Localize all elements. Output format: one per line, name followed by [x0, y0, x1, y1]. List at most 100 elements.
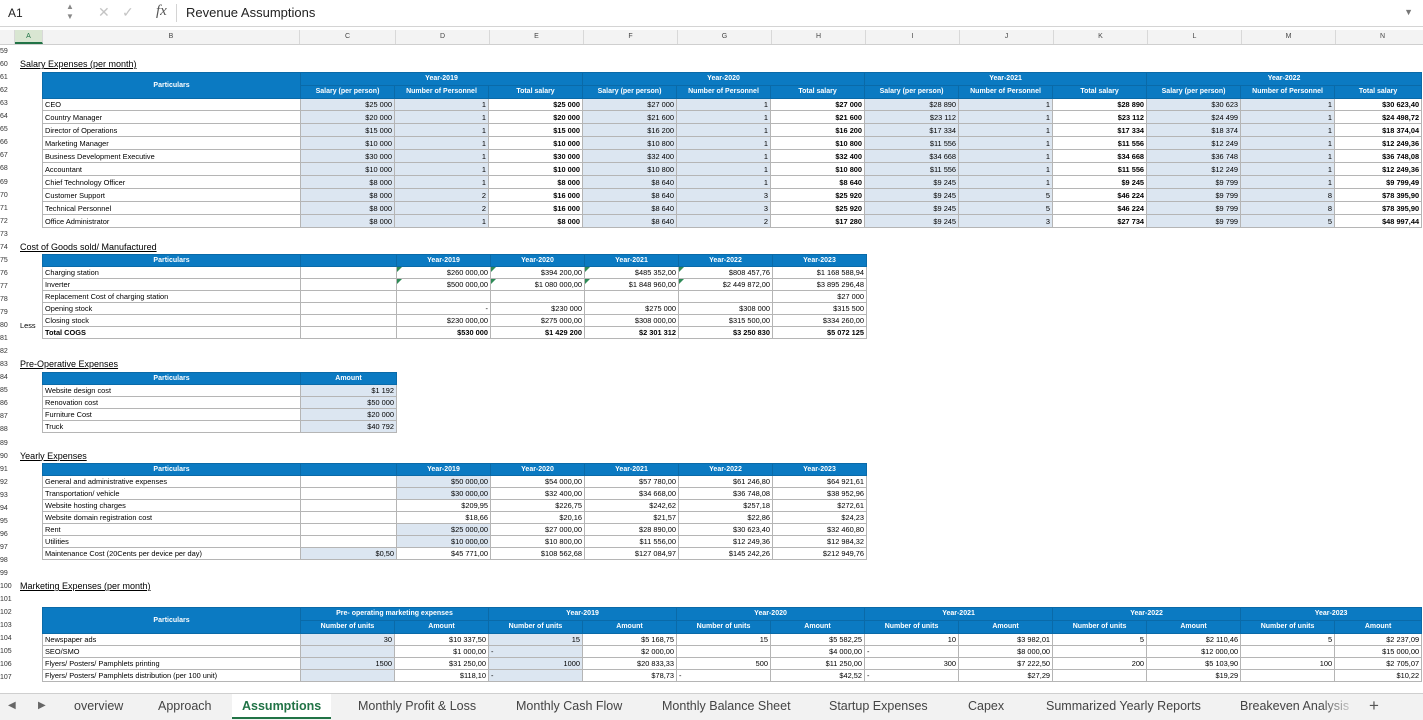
- yearly-value-cell[interactable]: $145 242,26: [678, 547, 773, 561]
- rate-cell[interactable]: [300, 499, 397, 513]
- row-label[interactable]: Newspaper ads: [42, 632, 301, 646]
- total-salary-cell[interactable]: $10 000: [487, 162, 584, 177]
- row-label[interactable]: Office Administrator: [42, 214, 301, 229]
- personnel-count-cell[interactable]: 2: [676, 214, 772, 229]
- blank-cell[interactable]: [300, 290, 397, 304]
- units-cell[interactable]: 5: [1240, 632, 1336, 646]
- column-header-h[interactable]: H: [772, 30, 866, 44]
- units-cell[interactable]: -: [864, 644, 960, 658]
- sheet-tab-summarized-yearly-reports[interactable]: Summarized Yearly Reports: [1046, 699, 1201, 713]
- total-salary-cell[interactable]: $46 224: [1052, 188, 1148, 203]
- amount-cell[interactable]: $15 000,00: [1334, 644, 1423, 658]
- salary-per-person-cell[interactable]: $8 000: [300, 214, 395, 229]
- rate-cell[interactable]: $0,50: [300, 547, 397, 561]
- personnel-count-cell[interactable]: 1: [676, 136, 772, 151]
- cancel-icon[interactable]: ✕: [98, 4, 110, 20]
- cogs-value-cell[interactable]: $5 072 125: [772, 326, 867, 340]
- row-label[interactable]: Customer Support: [42, 188, 301, 203]
- function-icon[interactable]: fx: [156, 3, 167, 19]
- total-salary-cell[interactable]: $17 334: [1052, 123, 1148, 138]
- row-number[interactable]: 87: [0, 413, 8, 421]
- salary-per-person-cell[interactable]: $8 640: [582, 175, 678, 190]
- salary-per-person-cell[interactable]: $30 623: [1146, 97, 1242, 112]
- row-label[interactable]: CEO: [42, 97, 301, 112]
- rate-cell[interactable]: [300, 535, 397, 549]
- units-cell[interactable]: 5: [1052, 632, 1148, 646]
- total-salary-cell[interactable]: $9 799,49: [1334, 175, 1423, 190]
- sheet-tab-monthly-profit-loss[interactable]: Monthly Profit & Loss: [358, 699, 477, 713]
- yearly-value-cell[interactable]: $57 780,00: [584, 475, 679, 489]
- salary-per-person-cell[interactable]: $9 799: [1146, 175, 1242, 190]
- salary-per-person-cell[interactable]: $15 000: [300, 123, 395, 138]
- blank-cell[interactable]: [300, 302, 397, 316]
- cogs-value-cell[interactable]: [490, 290, 585, 304]
- row-number[interactable]: 100: [0, 583, 12, 591]
- row-label[interactable]: SEO/SMO: [42, 644, 301, 658]
- cogs-value-cell[interactable]: $230 000,00: [396, 314, 491, 328]
- yearly-value-cell[interactable]: $242,62: [584, 499, 679, 513]
- row-number[interactable]: 59: [0, 48, 8, 55]
- personnel-count-cell[interactable]: 1: [1240, 97, 1336, 112]
- row-number[interactable]: 70: [0, 191, 8, 199]
- salary-per-person-cell[interactable]: $12 249: [1146, 162, 1242, 177]
- salary-per-person-cell[interactable]: $8 640: [582, 214, 678, 229]
- column-header-g[interactable]: G: [678, 30, 772, 44]
- salary-per-person-cell[interactable]: $32 400: [582, 149, 678, 164]
- rate-cell[interactable]: [300, 523, 397, 537]
- yearly-value-cell[interactable]: $108 562,68: [490, 547, 585, 561]
- column-header-l[interactable]: L: [1148, 30, 1242, 44]
- cogs-value-cell[interactable]: [584, 290, 679, 304]
- row-number[interactable]: 88: [0, 426, 8, 434]
- salary-per-person-cell[interactable]: $23 112: [864, 110, 960, 125]
- yearly-value-cell[interactable]: $22,86: [678, 511, 773, 525]
- yearly-value-cell[interactable]: $11 556,00: [584, 535, 679, 549]
- row-label[interactable]: Transportation/ vehicle: [42, 487, 301, 501]
- units-cell[interactable]: [1240, 668, 1336, 682]
- cogs-value-cell[interactable]: $1 429 200: [490, 326, 585, 340]
- units-cell[interactable]: [676, 644, 772, 658]
- expand-formula-icon[interactable]: ▼: [1404, 7, 1413, 17]
- row-label[interactable]: Utilities: [42, 535, 301, 549]
- column-header-j[interactable]: J: [960, 30, 1054, 44]
- salary-per-person-cell[interactable]: $10 000: [300, 162, 395, 177]
- column-header-d[interactable]: D: [396, 30, 490, 44]
- amount-cell[interactable]: $27,29: [958, 668, 1054, 682]
- sheet-grid[interactable]: 59 60 61 62 63 64 65 66 67 68 69 70 71 72 73 74 75 76 77 78…: [0, 45, 1423, 693]
- personnel-count-cell[interactable]: 1: [676, 123, 772, 138]
- personnel-count-cell[interactable]: 1: [394, 149, 489, 164]
- row-label[interactable]: Flyers/ Posters/ Pamphlets distribution …: [42, 668, 301, 682]
- amount-cell[interactable]: $78,73: [581, 668, 678, 682]
- blank-cell[interactable]: [300, 314, 397, 328]
- salary-per-person-cell[interactable]: $16 200: [582, 123, 678, 138]
- personnel-count-cell[interactable]: 2: [394, 188, 489, 203]
- amount-cell[interactable]: $50 000: [300, 395, 397, 409]
- formula-input[interactable]: Revenue Assumptions: [186, 5, 316, 20]
- row-number[interactable]: 80: [0, 322, 8, 330]
- salary-per-person-cell[interactable]: $17 334: [864, 123, 960, 138]
- yearly-value-cell[interactable]: $32 460,80: [772, 523, 867, 537]
- yearly-value-cell[interactable]: $30 623,40: [678, 523, 773, 537]
- salary-per-person-cell[interactable]: $24 499: [1146, 110, 1242, 125]
- salary-per-person-cell[interactable]: $10 000: [300, 136, 395, 151]
- yearly-value-cell[interactable]: $257,18: [678, 499, 773, 513]
- tab-scroll-right-icon[interactable]: ▶: [38, 700, 46, 711]
- yearly-value-cell[interactable]: $10 800,00: [490, 535, 585, 549]
- salary-per-person-cell[interactable]: $18 374: [1146, 123, 1242, 138]
- row-number[interactable]: 83: [0, 361, 8, 369]
- column-header-e[interactable]: E: [490, 30, 584, 44]
- yearly-value-cell[interactable]: $212 949,76: [772, 547, 867, 561]
- row-number[interactable]: 79: [0, 309, 8, 316]
- amount-cell[interactable]: $5 103,90: [1146, 656, 1242, 670]
- units-cell[interactable]: 30: [300, 632, 395, 646]
- total-salary-cell[interactable]: $30 623,40: [1334, 97, 1423, 112]
- personnel-count-cell[interactable]: 1: [1240, 175, 1336, 190]
- column-header-i[interactable]: I: [866, 30, 960, 44]
- salary-per-person-cell[interactable]: $25 000: [300, 97, 395, 112]
- yearly-value-cell[interactable]: $272,61: [772, 499, 867, 513]
- units-cell[interactable]: 1500: [300, 656, 395, 670]
- salary-per-person-cell[interactable]: $27 000: [582, 97, 678, 112]
- salary-per-person-cell[interactable]: $20 000: [300, 110, 395, 125]
- yearly-value-cell[interactable]: $45 771,00: [396, 547, 491, 561]
- units-cell[interactable]: 10: [864, 632, 960, 646]
- salary-per-person-cell[interactable]: $8 640: [582, 188, 678, 203]
